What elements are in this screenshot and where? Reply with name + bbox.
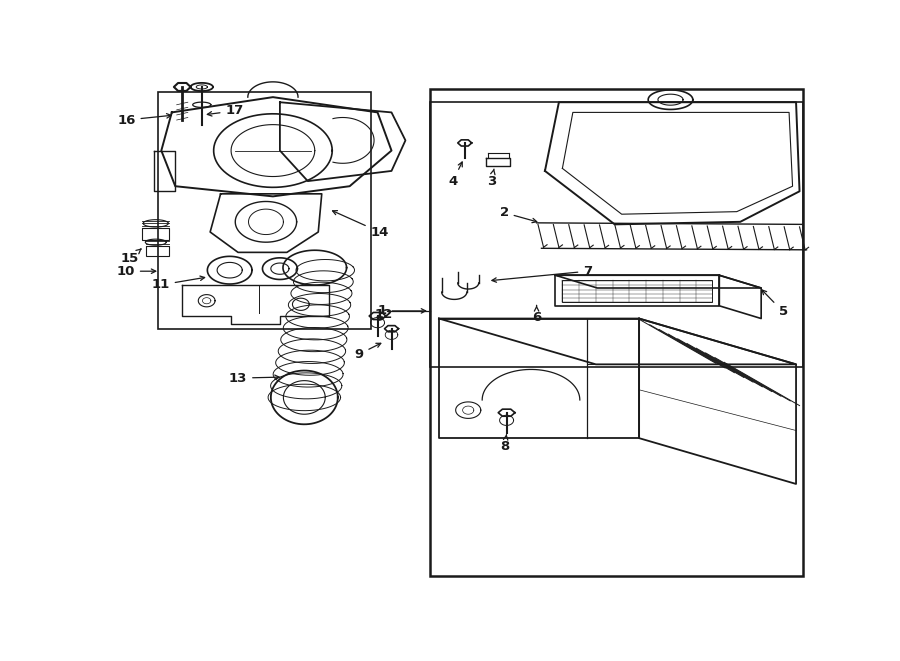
- Text: 17: 17: [207, 104, 244, 118]
- Polygon shape: [271, 371, 338, 424]
- Text: 9: 9: [355, 343, 381, 361]
- Polygon shape: [211, 194, 322, 253]
- Text: 4: 4: [448, 162, 463, 188]
- Bar: [142, 229, 169, 240]
- Text: 11: 11: [151, 276, 204, 292]
- Polygon shape: [639, 319, 796, 484]
- Text: 8: 8: [500, 435, 509, 453]
- Polygon shape: [648, 90, 693, 110]
- Polygon shape: [207, 256, 252, 284]
- Polygon shape: [719, 275, 761, 319]
- Text: 5: 5: [762, 290, 788, 319]
- Text: 2: 2: [500, 206, 536, 223]
- Text: 6: 6: [532, 305, 541, 324]
- Polygon shape: [545, 102, 799, 224]
- Text: 14: 14: [332, 211, 389, 239]
- Bar: [430, 89, 803, 576]
- Text: 10: 10: [116, 264, 156, 278]
- Text: 7: 7: [492, 264, 592, 282]
- Polygon shape: [283, 251, 346, 285]
- Polygon shape: [263, 258, 297, 280]
- Polygon shape: [182, 286, 328, 324]
- Polygon shape: [439, 319, 639, 438]
- Bar: [562, 280, 713, 302]
- Text: 12: 12: [374, 308, 392, 321]
- Bar: [146, 247, 169, 256]
- Polygon shape: [439, 319, 796, 364]
- Text: 16: 16: [117, 114, 171, 126]
- Polygon shape: [213, 114, 332, 187]
- Bar: [430, 102, 803, 367]
- Text: 13: 13: [229, 371, 279, 385]
- Polygon shape: [155, 151, 176, 191]
- Polygon shape: [161, 97, 392, 196]
- Polygon shape: [555, 275, 719, 306]
- Text: 15: 15: [121, 249, 141, 265]
- Text: 3: 3: [487, 169, 496, 188]
- Bar: [158, 92, 371, 329]
- Polygon shape: [280, 102, 405, 181]
- Text: 1: 1: [377, 305, 426, 317]
- Polygon shape: [555, 275, 761, 288]
